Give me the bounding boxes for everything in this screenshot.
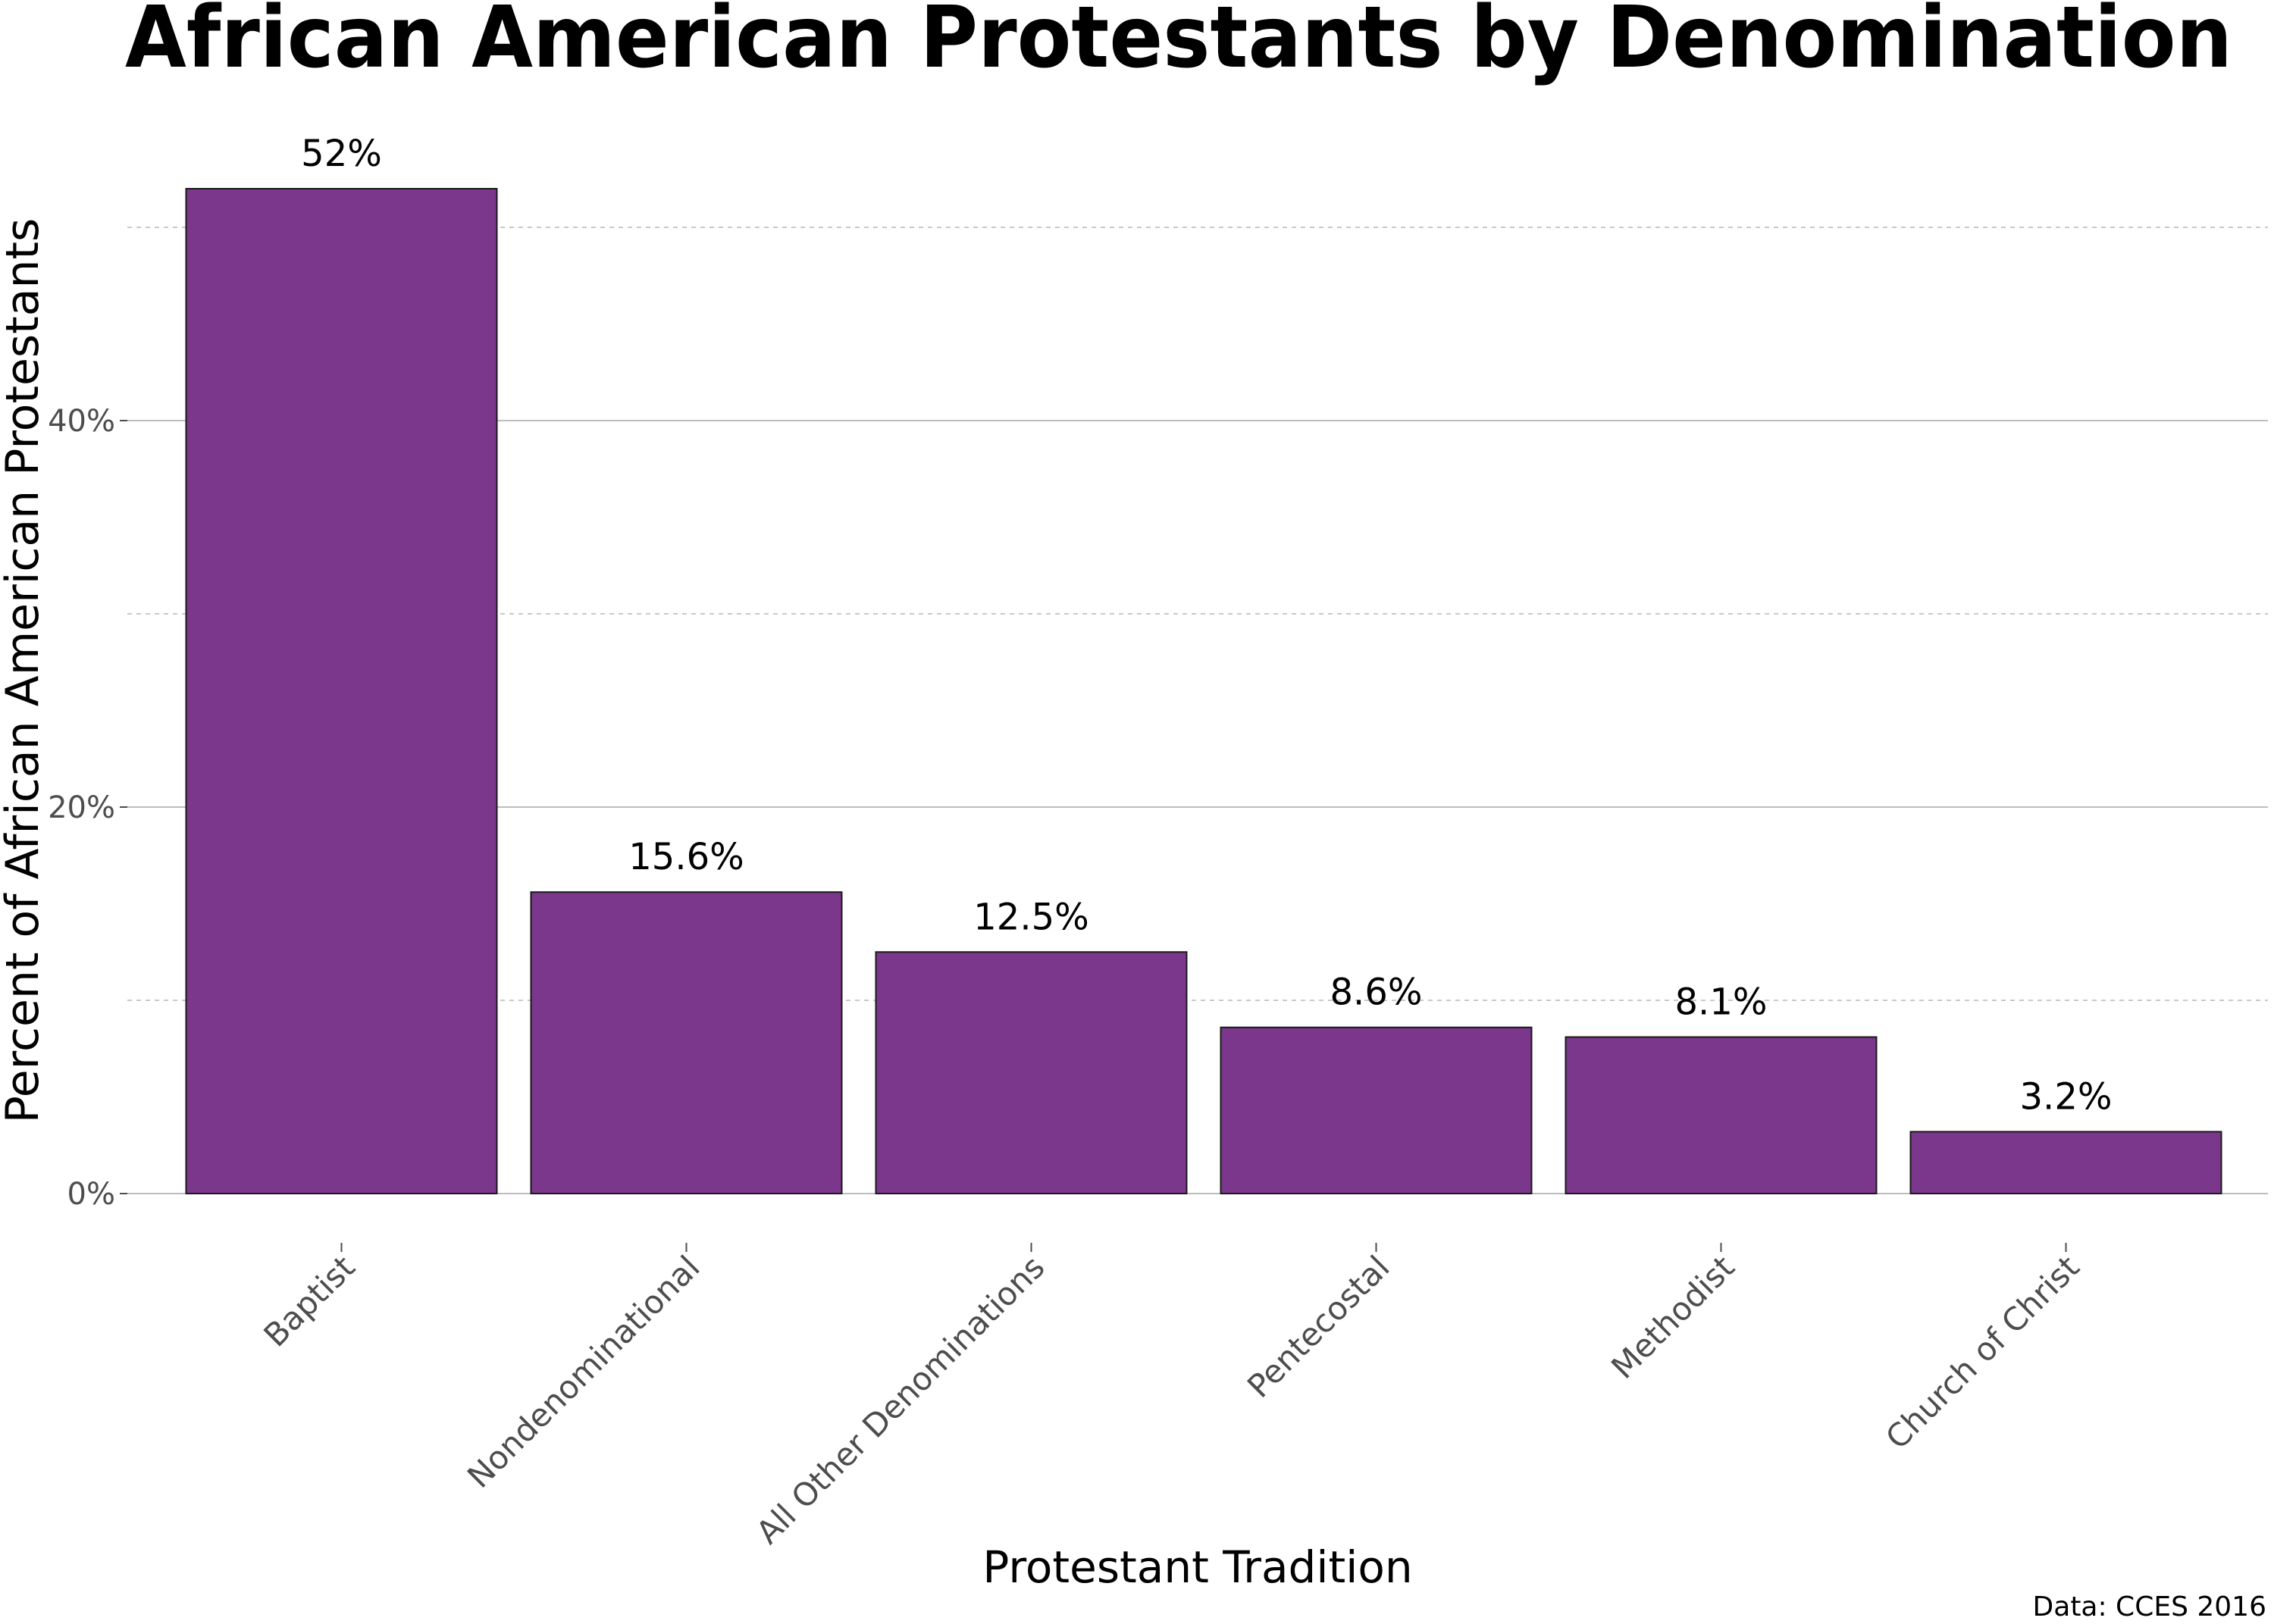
bar: [1565, 1036, 1878, 1194]
bar-value-label: 8.6%: [1330, 972, 1423, 1014]
bar-value-label: 8.1%: [1675, 981, 1768, 1023]
y-axis: 0% 20% 40%: [48, 404, 127, 1212]
x-axis-title: Protestant Tradition: [982, 1541, 1412, 1593]
bar-value-label: 15.6%: [628, 836, 744, 878]
bar: [530, 891, 843, 1194]
bars: [185, 188, 2222, 1195]
bar: [1909, 1131, 2222, 1195]
bar-value-label: 12.5%: [973, 896, 1088, 938]
y-tick-label: 40%: [48, 404, 115, 439]
bar-value-label: 52%: [301, 133, 382, 175]
chart-caption: Data: CCES 2016: [2033, 1591, 2266, 1622]
chart-title: African American Protestants by Denomina…: [125, 0, 2232, 87]
y-tick-label: 20%: [48, 790, 115, 825]
y-tick-label: 0%: [67, 1177, 115, 1212]
bar-value-label: 3.2%: [2020, 1075, 2113, 1118]
bar: [185, 188, 498, 1194]
bar: [1220, 1026, 1533, 1194]
y-axis-title: Percent of African American Protestants: [0, 218, 49, 1124]
bar: [875, 951, 1188, 1194]
data-labels: 52% 15.6% 12.5% 8.6% 8.1% 3.2%: [301, 133, 2112, 1118]
